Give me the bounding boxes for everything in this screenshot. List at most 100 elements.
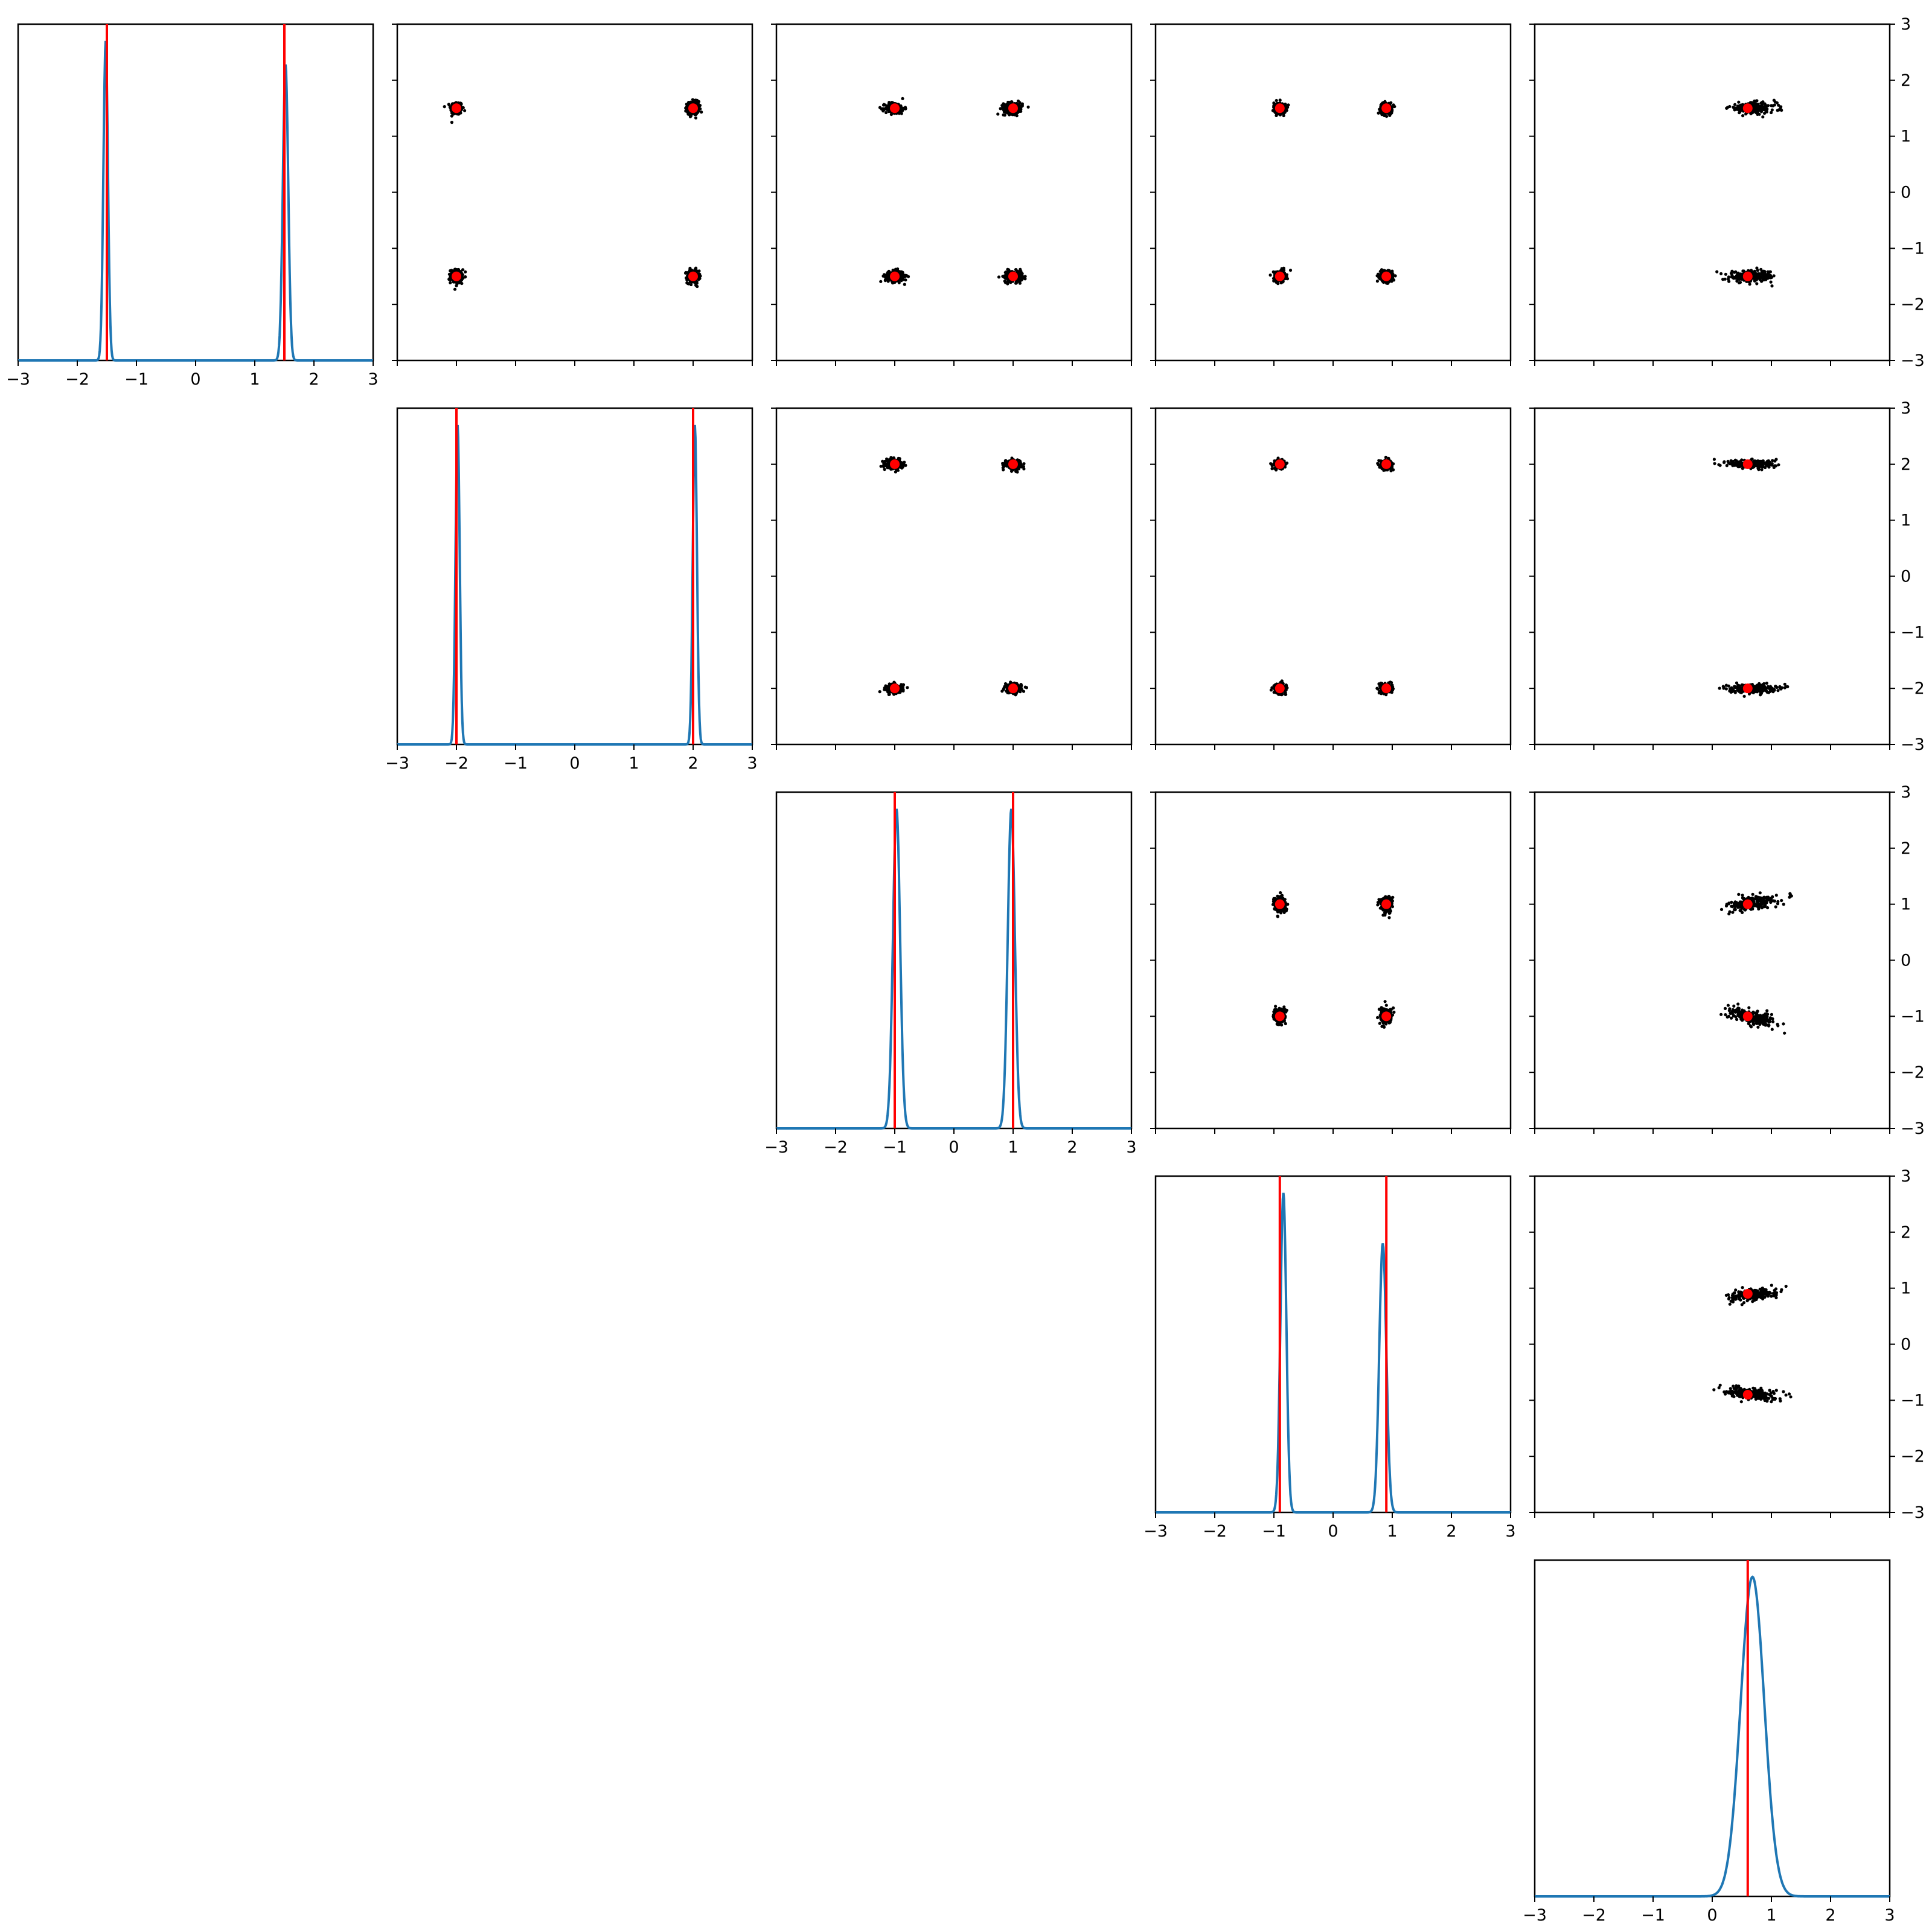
x-tick-label: −1 (504, 754, 528, 773)
x-tick-label: −1 (124, 370, 149, 389)
sample-point (1758, 278, 1762, 281)
sample-point (891, 268, 895, 272)
sample-point (1733, 103, 1737, 106)
truth-point (688, 271, 698, 281)
sample-point (449, 275, 452, 279)
sample-point (1014, 268, 1018, 272)
sample-point (1761, 115, 1765, 119)
sample-point (888, 102, 891, 106)
sample-point (464, 270, 467, 273)
x-tick-label: −3 (1523, 1906, 1547, 1925)
sample-point (1765, 276, 1768, 280)
sample-point (1023, 277, 1027, 281)
sample-point (1756, 269, 1759, 272)
sample-point (1377, 111, 1380, 115)
sample-point (1748, 101, 1752, 104)
truth-point (1275, 103, 1285, 114)
sample-point (1025, 686, 1028, 689)
sample-point (897, 281, 901, 284)
sample-point (1019, 685, 1023, 688)
sample-point (1767, 270, 1771, 274)
sample-point (1002, 468, 1005, 472)
sample-point (904, 278, 907, 282)
density-curve (18, 40, 373, 362)
y-tick-label: 3 (1901, 15, 1911, 34)
sample-point (696, 99, 699, 103)
sample-point (1288, 269, 1293, 272)
sample-point (888, 458, 891, 462)
x-tick-label: 2 (1446, 1522, 1456, 1541)
sample-point (1762, 108, 1766, 112)
sample-point (900, 270, 903, 273)
density-curve (1156, 1192, 1511, 1514)
sample-point (1755, 99, 1759, 103)
sample-point (899, 105, 903, 109)
sample-point (1377, 459, 1381, 462)
x-tick-label: 0 (1328, 1522, 1338, 1541)
sample-point (1020, 103, 1024, 106)
sample-point (698, 104, 702, 107)
sample-point (1378, 107, 1381, 111)
sample-point (1284, 693, 1288, 696)
sample-point (884, 110, 888, 115)
sample-point (1733, 106, 1737, 110)
sample-point (900, 466, 904, 470)
sample-point (698, 272, 702, 276)
truth-point (1008, 459, 1018, 469)
x-tick-label: 1 (1766, 1906, 1776, 1925)
sample-point (1763, 112, 1767, 115)
sample-point (1776, 109, 1779, 112)
sample-point (1738, 281, 1742, 284)
sample-point (1378, 275, 1382, 279)
sample-point (1756, 104, 1760, 108)
sample-point (1389, 469, 1393, 473)
sample-point (900, 684, 904, 688)
sample-point (1005, 103, 1008, 106)
truth-point (1275, 271, 1285, 281)
sample-point (1769, 280, 1773, 284)
sample-point (1006, 100, 1010, 104)
y-tick-label: 2 (1901, 71, 1911, 90)
sample-point (685, 278, 689, 282)
sample-point (1760, 101, 1764, 104)
sample-point (1380, 113, 1384, 117)
truth-point (890, 683, 900, 694)
x-tick-label: −1 (1641, 1906, 1665, 1925)
sample-point (1748, 283, 1751, 286)
sample-point (1768, 274, 1772, 278)
sample-point (1002, 688, 1005, 691)
sample-point (906, 686, 909, 689)
scatter-panel-0-1 (392, 23, 753, 366)
sample-point (1009, 281, 1012, 284)
sample-point (1019, 273, 1022, 277)
sample-point (883, 279, 887, 283)
sample-point (453, 287, 457, 291)
truth-point (1381, 271, 1392, 281)
sample-point (443, 105, 446, 109)
sample-point (1023, 275, 1027, 278)
sample-point (1753, 274, 1757, 278)
marginal-panel-4: −3 −2 −1 0 1 2 3 (1523, 1559, 1895, 1925)
sample-point (1727, 275, 1730, 279)
sample-point (450, 114, 453, 118)
sample-point (1000, 104, 1004, 107)
scatter-frame (1154, 23, 1512, 362)
truth-point (1008, 683, 1018, 694)
sample-point (1388, 114, 1392, 117)
sample-point (1285, 273, 1288, 277)
truth-point (890, 271, 900, 281)
sample-point (886, 686, 889, 689)
sample-point (697, 269, 701, 273)
sample-point (1004, 270, 1008, 274)
sample-point (1015, 114, 1019, 118)
y-tick-label: −1 (1901, 239, 1925, 258)
sample-point (1736, 108, 1740, 112)
sample-point (1715, 270, 1719, 273)
x-tick-label: 2 (1825, 1906, 1835, 1925)
x-tick-label: 3 (1884, 1906, 1895, 1925)
sample-point (1272, 101, 1276, 105)
sample-point (1378, 463, 1381, 467)
marginal-panel-0: −3 −2 −1 0 1 2 3 (6, 23, 379, 389)
density-curve (776, 808, 1131, 1130)
